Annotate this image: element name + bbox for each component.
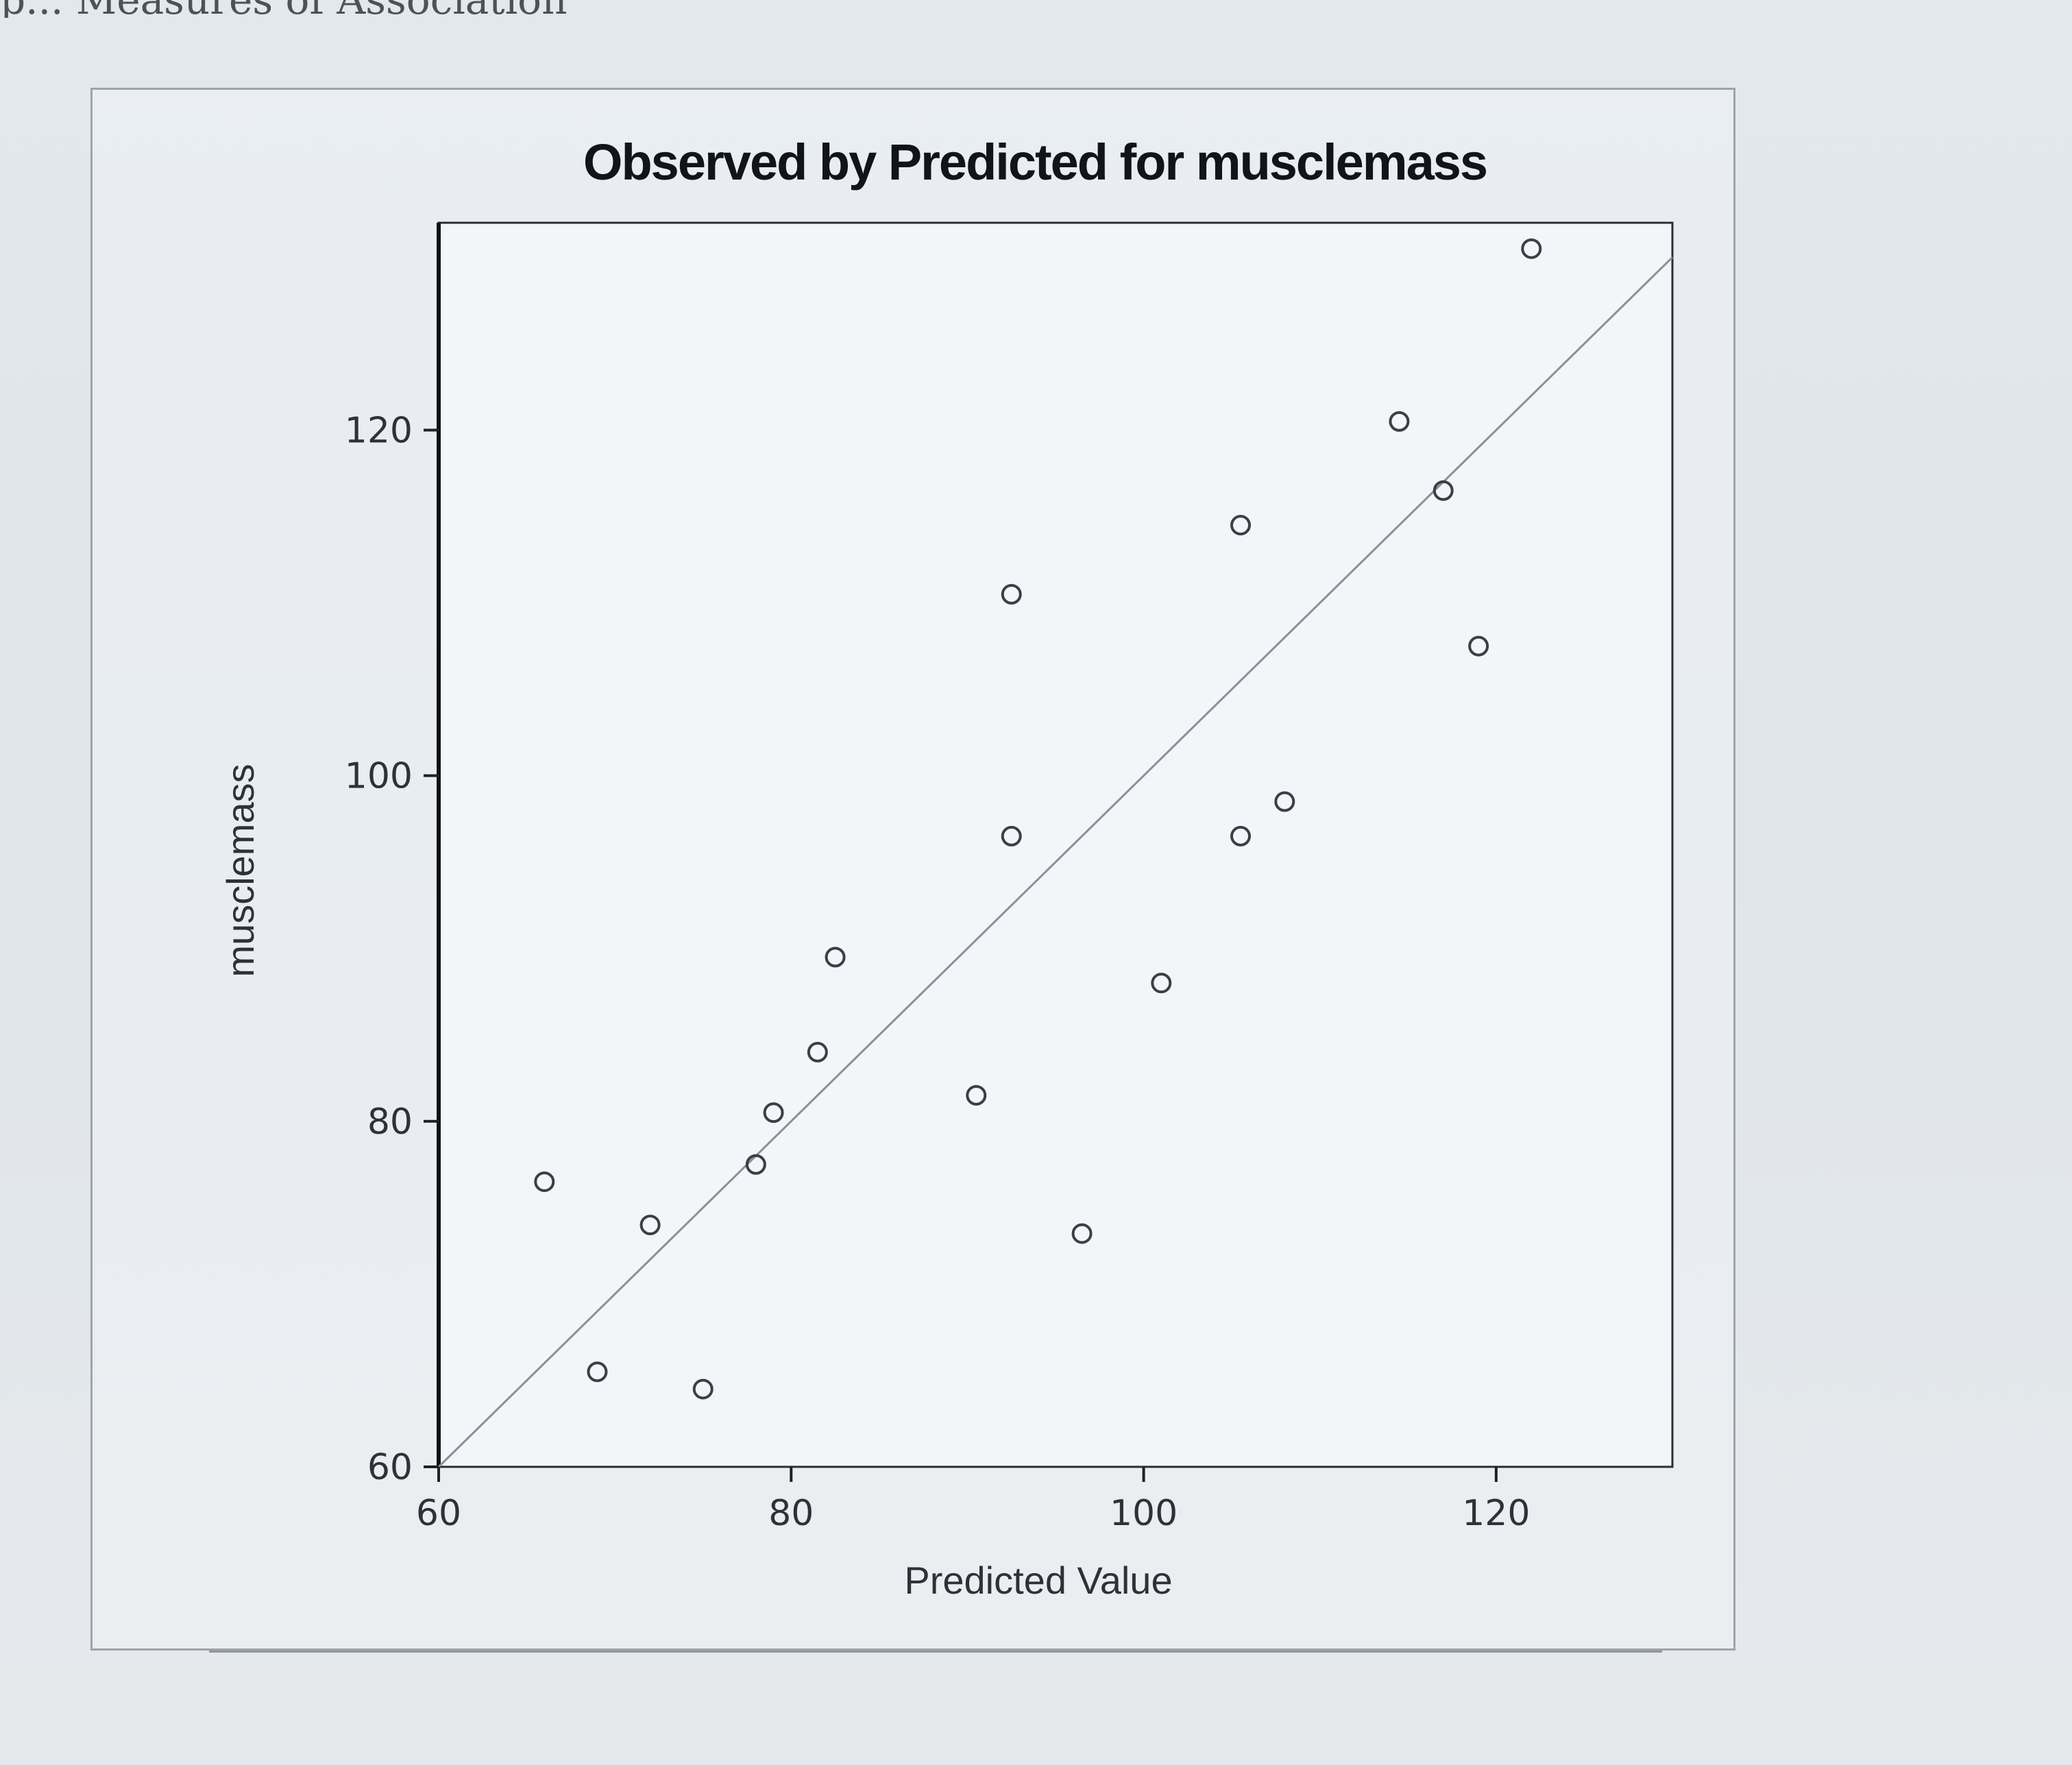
data-point (745, 1154, 766, 1175)
y-tick-label: 100 (345, 756, 413, 797)
x-tick-label: 100 (1110, 1493, 1178, 1534)
data-point (807, 1042, 828, 1062)
data-point (1521, 238, 1542, 259)
data-points (534, 238, 1542, 1400)
data-point (1389, 411, 1410, 432)
data-point (639, 1215, 661, 1236)
data-point (966, 1085, 987, 1106)
data-point (825, 947, 846, 968)
y-tick-label: 120 (345, 411, 413, 452)
y-axis-ticks: 60 80 100 120 (345, 411, 439, 1488)
x-axis-label: Predicted Value (904, 1559, 1172, 1602)
data-point (763, 1102, 784, 1123)
y-axis-label: musclemass (219, 764, 262, 977)
data-point (1001, 583, 1022, 605)
data-point (534, 1171, 555, 1193)
data-point (1274, 791, 1295, 812)
data-point (587, 1361, 608, 1383)
chart-title: Observed by Predicted for musclemass (583, 134, 1487, 191)
y-tick-label: 80 (367, 1101, 413, 1143)
data-point (1151, 973, 1172, 994)
page-header-fragment: p... Measures of Association (0, 0, 1028, 18)
x-axis-ticks: 60 80 100 120 (416, 1467, 1530, 1534)
plot-area (437, 221, 1674, 1468)
x-tick-label: 80 (768, 1493, 814, 1534)
data-point (1433, 480, 1454, 501)
data-point (692, 1378, 714, 1400)
data-point (1230, 515, 1251, 536)
data-point (1071, 1223, 1093, 1244)
x-tick-label: 120 (1462, 1493, 1530, 1534)
data-point (1001, 825, 1022, 847)
output-frame-bottom-rule (209, 1651, 1662, 1653)
data-point (1230, 825, 1251, 847)
reference-line-y-equals-x (437, 256, 1674, 1468)
y-tick-label: 60 (367, 1447, 413, 1488)
data-point (1468, 635, 1489, 657)
x-tick-label: 60 (416, 1493, 461, 1534)
